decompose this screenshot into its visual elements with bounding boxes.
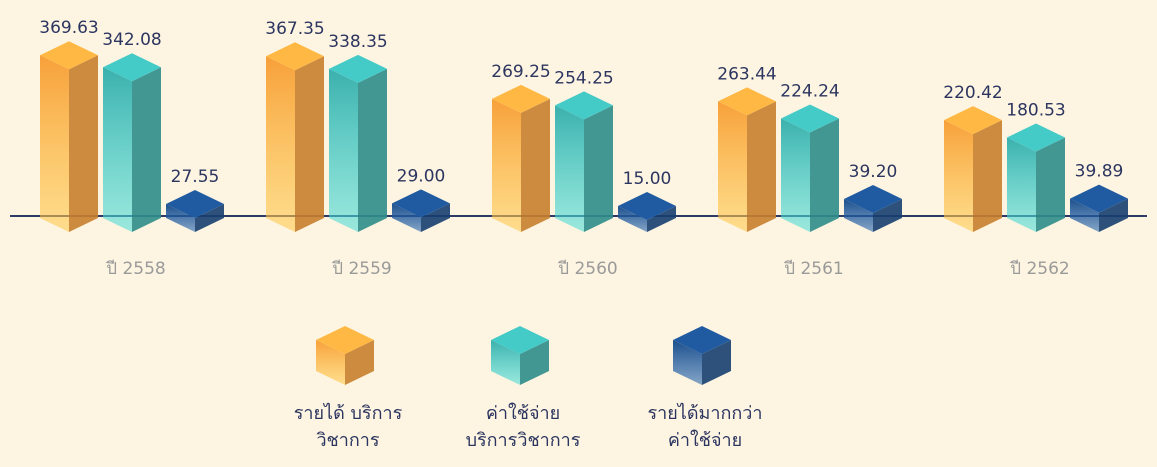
data-label: 367.35 [265,19,324,39]
bar [1070,184,1128,232]
bar-right-face [195,204,224,232]
data-label: 342.08 [102,30,161,50]
bar-right-face [132,67,161,233]
bar-top-face [944,106,1002,135]
bar-left-face [40,55,69,232]
bar-top-face [491,326,549,354]
x-tick-label: ปี 2561 [783,259,843,279]
bar [844,184,902,232]
bar [392,189,450,232]
x-tick-label: ปี 2559 [331,259,391,279]
data-label: 224.24 [780,81,839,101]
data-label: 39.20 [849,162,898,182]
bar [1007,123,1065,232]
bar-left-face [555,105,584,232]
bar-right-face [647,206,676,232]
data-label: 338.35 [328,32,387,52]
data-label: 254.25 [554,68,613,88]
bar-right-face [973,120,1002,232]
bar-top-face [781,104,839,133]
bar-left-face [329,68,358,232]
bar-left-face [1070,198,1099,232]
bar-left-face [266,56,295,232]
bar-top-face [103,53,161,82]
data-label: 369.63 [39,18,98,38]
data-label: 27.55 [171,167,220,187]
bar [266,42,324,232]
bar [40,41,98,232]
bar [103,53,161,233]
x-tick-label: ปี 2562 [1009,259,1069,279]
bar-top-face [1070,184,1128,213]
data-label: 263.44 [717,64,776,84]
bar-right-face [295,56,324,232]
bar-top-face [329,54,387,83]
bar [718,87,776,233]
bar-top-face [316,326,374,354]
bar-right-face [873,198,902,232]
bar-left-face [944,120,973,232]
bar-left-face [316,340,345,385]
bar-right-face [421,203,450,232]
bar [618,192,676,232]
legend-label: รายได้มากกว่า ค่าใช้จ่าย [647,403,763,451]
bar [491,326,549,385]
bar-left-face [492,98,521,232]
data-label: 15.00 [623,169,672,189]
bar-left-face [618,206,647,232]
bar-top-face [266,42,324,71]
bar-right-face [1099,198,1128,232]
bar-top-face [718,87,776,116]
bar-left-face [103,67,132,233]
bar-left-face [166,204,195,232]
bar-right-face [358,68,387,232]
bar-top-face [166,190,224,219]
bar-left-face [392,203,421,232]
bar [329,54,387,232]
bar-right-face [747,101,776,233]
bar-left-face [718,101,747,233]
bar-right-face [702,340,731,385]
bar-top-face [40,41,98,70]
bar-top-face [618,192,676,220]
bar-left-face [1007,137,1036,232]
data-label: 180.53 [1006,100,1065,120]
data-label: 29.00 [397,166,446,186]
bar-left-face [491,340,520,385]
bar-top-face [555,91,613,120]
bar-top-face [392,189,450,218]
data-label: 269.25 [491,62,550,82]
legend-label: รายได้ บริการวิชาการ [293,403,403,451]
bar [555,91,613,232]
bar [316,326,374,385]
bar-left-face [844,198,873,232]
bar-right-face [521,98,550,232]
bar-left-face [781,118,810,232]
x-tick-label: ปี 2558 [105,259,165,279]
bar-top-face [1007,123,1065,152]
data-label: 39.89 [1075,162,1124,182]
bar-left-face [673,340,702,385]
bar-top-face [673,326,731,354]
bar-right-face [345,340,374,385]
bar-top-face [492,84,550,113]
bar-right-face [584,105,613,232]
bar [673,326,731,385]
bar-right-face [69,55,98,232]
bar [166,190,224,232]
data-label: 220.42 [943,83,1002,103]
x-tick-label: ปี 2560 [557,259,617,279]
bar-right-face [520,340,549,385]
legend-label: ค่าใช้จ่าย บริการวิชาการ [465,403,581,451]
bar-right-face [810,118,839,232]
bar-right-face [1036,137,1065,232]
bar [781,104,839,232]
bar [492,84,550,232]
bar [944,106,1002,232]
bar-top-face [844,184,902,213]
